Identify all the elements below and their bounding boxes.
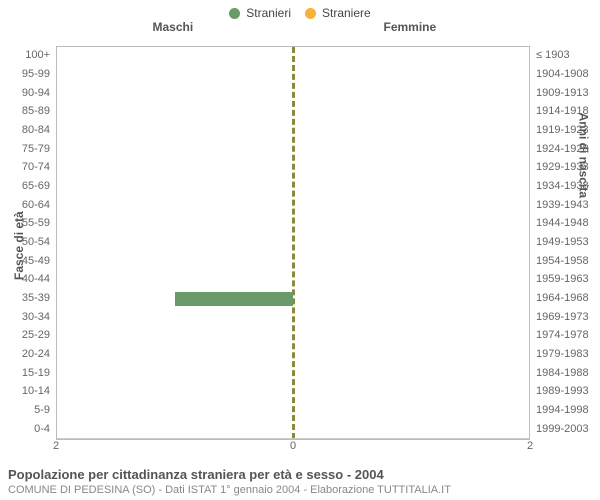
y-tick-birth: 1984-1988	[536, 368, 589, 379]
heading-female: Femmine	[384, 20, 437, 34]
chart-row	[57, 420, 529, 439]
y-tick-birth: 1954-1958	[536, 256, 589, 267]
chart-rows	[57, 47, 529, 439]
chart-row	[57, 215, 529, 234]
x-tick: 0	[290, 440, 296, 452]
y-tick-birth: 1929-1933	[536, 162, 589, 173]
chart-row	[57, 327, 529, 346]
caption: Popolazione per cittadinanza straniera p…	[8, 467, 592, 496]
y-tick-birth: 1964-1968	[536, 293, 589, 304]
y-tick-age: 45-49	[0, 256, 50, 267]
y-tick-age: 55-59	[0, 218, 50, 229]
y-tick-birth: 1934-1938	[536, 181, 589, 192]
chart-row	[57, 234, 529, 253]
y-tick-age: 50-54	[0, 237, 50, 248]
y-tick-birth: 1919-1923	[536, 125, 589, 136]
y-tick-age: 40-44	[0, 274, 50, 285]
caption-title: Popolazione per cittadinanza straniera p…	[8, 467, 592, 482]
column-headings: Maschi Femmine	[0, 20, 600, 38]
y-tick-birth: 1979-1983	[536, 349, 589, 360]
chart-row	[57, 122, 529, 141]
legend-swatch-female	[305, 8, 316, 19]
x-tick: 2	[53, 440, 59, 452]
y-tick-age: 90-94	[0, 88, 50, 99]
chart-row	[57, 159, 529, 178]
y-tick-birth: 1909-1913	[536, 88, 589, 99]
y-tick-birth: 1999-2003	[536, 424, 589, 435]
legend-label-male: Stranieri	[246, 6, 291, 20]
y-tick-age: 100+	[0, 50, 50, 61]
y-tick-age: 75-79	[0, 144, 50, 155]
chart-row	[57, 364, 529, 383]
y-tick-age: 35-39	[0, 293, 50, 304]
y-tick-age: 85-89	[0, 106, 50, 117]
y-tick-birth: 1914-1918	[536, 106, 589, 117]
chart-row	[57, 308, 529, 327]
chart-row	[57, 402, 529, 421]
chart-row	[57, 84, 529, 103]
y-tick-birth: 1994-1998	[536, 405, 589, 416]
y-tick-birth: 1989-1993	[536, 386, 589, 397]
population-pyramid: Stranieri Straniere Maschi Femmine Fasce…	[0, 0, 600, 500]
y-tick-age: 10-14	[0, 386, 50, 397]
legend-item-male: Stranieri	[229, 6, 291, 20]
y-tick-birth: 1974-1978	[536, 330, 589, 341]
y-tick-age: 30-34	[0, 312, 50, 323]
chart-row	[57, 178, 529, 197]
chart-row	[57, 252, 529, 271]
y-tick-age: 25-29	[0, 330, 50, 341]
x-tick: 2	[527, 440, 533, 452]
y-tick-birth: 1949-1953	[536, 237, 589, 248]
chart-row	[57, 47, 529, 66]
y-tick-age: 15-19	[0, 368, 50, 379]
y-tick-birth: 1969-1973	[536, 312, 589, 323]
legend-swatch-male	[229, 8, 240, 19]
chart-row	[57, 103, 529, 122]
y-tick-age: 95-99	[0, 69, 50, 80]
y-tick-birth: 1924-1928	[536, 144, 589, 155]
chart-row	[57, 66, 529, 85]
chart-area	[56, 46, 530, 440]
legend: Stranieri Straniere	[0, 0, 600, 20]
legend-label-female: Straniere	[322, 6, 371, 20]
y-tick-age: 0-4	[0, 424, 50, 435]
heading-male: Maschi	[153, 20, 194, 34]
chart-row	[57, 196, 529, 215]
chart-row	[57, 383, 529, 402]
y-tick-age: 80-84	[0, 125, 50, 136]
chart-row	[57, 140, 529, 159]
bar-male	[175, 292, 294, 307]
legend-item-female: Straniere	[305, 6, 371, 20]
y-tick-birth: 1904-1908	[536, 69, 589, 80]
y-tick-birth: 1944-1948	[536, 218, 589, 229]
y-tick-birth: ≤ 1903	[536, 50, 570, 61]
chart-row	[57, 271, 529, 290]
caption-subtitle: COMUNE DI PEDESINA (SO) - Dati ISTAT 1° …	[8, 484, 592, 496]
y-tick-birth: 1959-1963	[536, 274, 589, 285]
y-tick-age: 5-9	[0, 405, 50, 416]
y-tick-age: 65-69	[0, 181, 50, 192]
y-tick-age: 60-64	[0, 200, 50, 211]
chart-row	[57, 346, 529, 365]
chart-row	[57, 290, 529, 309]
x-axis: 2 0 2	[56, 440, 530, 454]
y-tick-age: 70-74	[0, 162, 50, 173]
y-tick-age: 20-24	[0, 349, 50, 360]
y-tick-birth: 1939-1943	[536, 200, 589, 211]
